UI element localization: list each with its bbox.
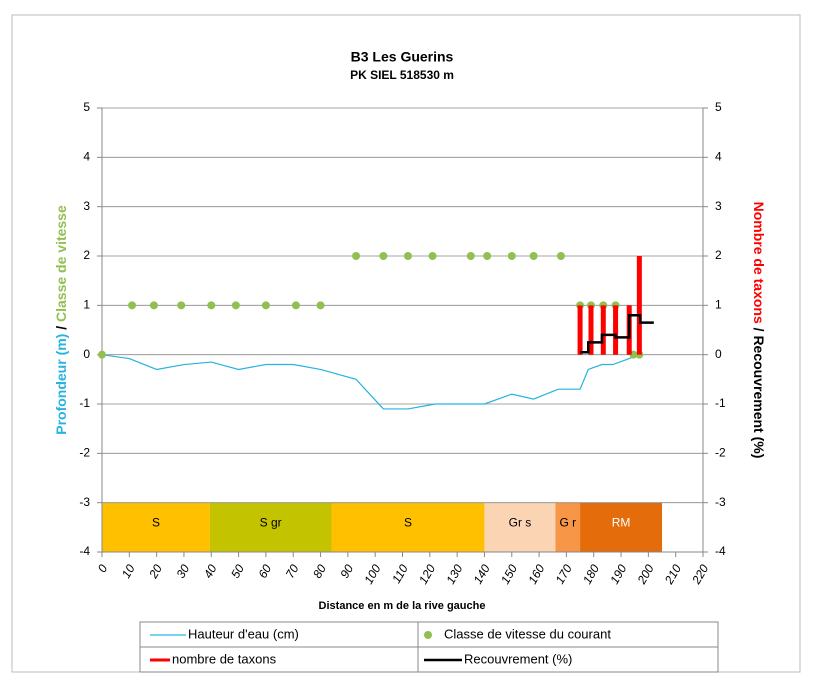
substrate-band [331,502,485,552]
y-tick-label: -4 [79,544,90,558]
legend-label: Classe de vitesse du courant [444,626,611,641]
chart-title: B3 Les Guerins [351,49,454,65]
velocity-point [128,301,137,310]
taxa-bar [600,305,606,355]
substrate-label: S gr [260,516,282,530]
taxa-bar [636,256,642,355]
substrate-band [580,502,663,552]
y2-tick-label: 1 [715,298,722,312]
velocity-point [428,252,437,260]
y-tick-label: -2 [79,446,90,460]
y2-tick-label: 2 [715,248,722,262]
legend-label: nombre de taxons [172,651,277,666]
velocity-point [316,301,325,310]
velocity-point [483,252,492,260]
y-tick-label: 2 [83,248,90,262]
substrate-label: G r [559,516,576,530]
velocity-point [529,252,538,260]
legend-swatch [424,631,432,639]
chart-frame [11,14,801,673]
taxa-bar [577,305,583,355]
x-tick-label: 70 [283,562,302,581]
x-tick-label: 50 [228,562,247,581]
taxa-bar [588,305,594,355]
y-tick-label: 5 [83,100,90,114]
x-tick-label: 60 [255,562,274,581]
x-tick-label: 90 [337,562,356,581]
velocity-point [466,252,475,260]
y-tick-label: -1 [79,396,90,410]
y2-tick-label: 0 [715,347,722,361]
x-tick-label: 80 [310,562,329,581]
velocity-point [403,252,412,260]
y-axis-label-part: Profondeur (m) [53,334,69,435]
depth-line [101,354,641,410]
velocity-point [261,301,270,310]
velocity-point [507,252,516,260]
velocity-point [207,301,216,310]
legend-label: Recouvrement (%) [464,651,572,666]
substrate-label: S [152,516,160,530]
velocity-point [291,301,300,310]
x-tick-label: 30 [173,562,192,581]
taxa-bar [613,305,619,355]
y2-axis-label-part: Nombre de taxons [751,202,767,324]
substrate-band [555,502,581,552]
y2-axis-label-part: / [751,328,767,332]
chart-subtitle: PK SIEL 518530 m [350,68,454,82]
y-axis-label-part: Classe de vitesse [53,205,69,322]
x-tick-label: 40 [201,562,220,581]
velocity-point [98,350,106,359]
substrate-band [209,502,332,552]
y2-tick-label: 5 [715,100,722,114]
substrate-label: S [404,516,412,530]
velocity-point [556,252,565,260]
y-tick-label: -3 [79,495,90,509]
y-tick-label: 4 [83,150,90,164]
substrate-band [484,502,556,552]
cover-step-line [580,313,654,354]
x-axis-label: Distance en m de la rive gauche [319,600,486,612]
y-tick-label: 0 [83,347,90,361]
velocity-point [352,252,361,260]
legend-label: Hauteur d'eau (cm) [188,626,299,641]
y2-tick-label: -3 [715,495,726,509]
velocity-point [379,252,388,260]
substrate-band [102,502,210,552]
y2-axis-label-part: Recouvrement (%) [751,335,767,458]
velocity-point [149,301,158,310]
y2-tick-label: -2 [715,446,726,460]
y-axis-label-part: / [53,326,69,330]
y-axis-label: Profondeur (m) / Classe de vitesse [53,205,69,435]
y2-tick-label: 4 [715,150,722,164]
y-tick-label: 1 [83,298,90,312]
y-tick-label: 3 [83,199,90,213]
x-tick-label: 20 [146,562,165,582]
x-tick-label: 10 [119,562,138,581]
velocity-point [177,301,186,310]
velocity-point [231,301,240,310]
y2-tick-label: 3 [715,199,722,213]
substrate-label: RM [612,516,631,530]
y2-tick-label: -4 [715,544,726,558]
substrate-label: Gr s [509,516,532,530]
y2-axis-label: Nombre de taxons / Recouvrement (%) [751,202,767,459]
y2-tick-label: -1 [715,396,726,410]
